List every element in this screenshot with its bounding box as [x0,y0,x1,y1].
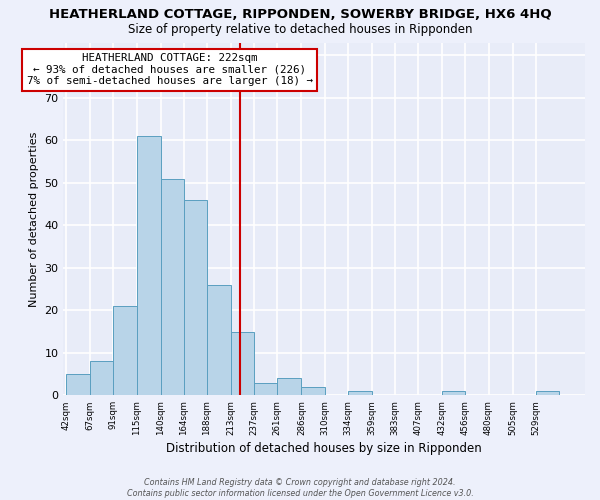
Bar [113,306,137,396]
Bar [348,391,372,396]
Bar [536,391,559,396]
Text: Contains HM Land Registry data © Crown copyright and database right 2024.
Contai: Contains HM Land Registry data © Crown c… [127,478,473,498]
X-axis label: Distribution of detached houses by size in Ripponden: Distribution of detached houses by size … [166,442,482,455]
Bar [90,362,113,396]
Bar [442,391,466,396]
Bar [231,332,254,396]
Bar [277,378,301,396]
Bar [207,285,231,396]
Bar [301,387,325,396]
Bar [254,382,277,396]
Y-axis label: Number of detached properties: Number of detached properties [29,131,39,306]
Bar [161,178,184,396]
Bar [66,374,90,396]
Bar [184,200,207,396]
Text: HEATHERLAND COTTAGE, RIPPONDEN, SOWERBY BRIDGE, HX6 4HQ: HEATHERLAND COTTAGE, RIPPONDEN, SOWERBY … [49,8,551,20]
Bar [137,136,161,396]
Text: Size of property relative to detached houses in Ripponden: Size of property relative to detached ho… [128,22,472,36]
Text: HEATHERLAND COTTAGE: 222sqm
← 93% of detached houses are smaller (226)
7% of sem: HEATHERLAND COTTAGE: 222sqm ← 93% of det… [26,53,313,86]
